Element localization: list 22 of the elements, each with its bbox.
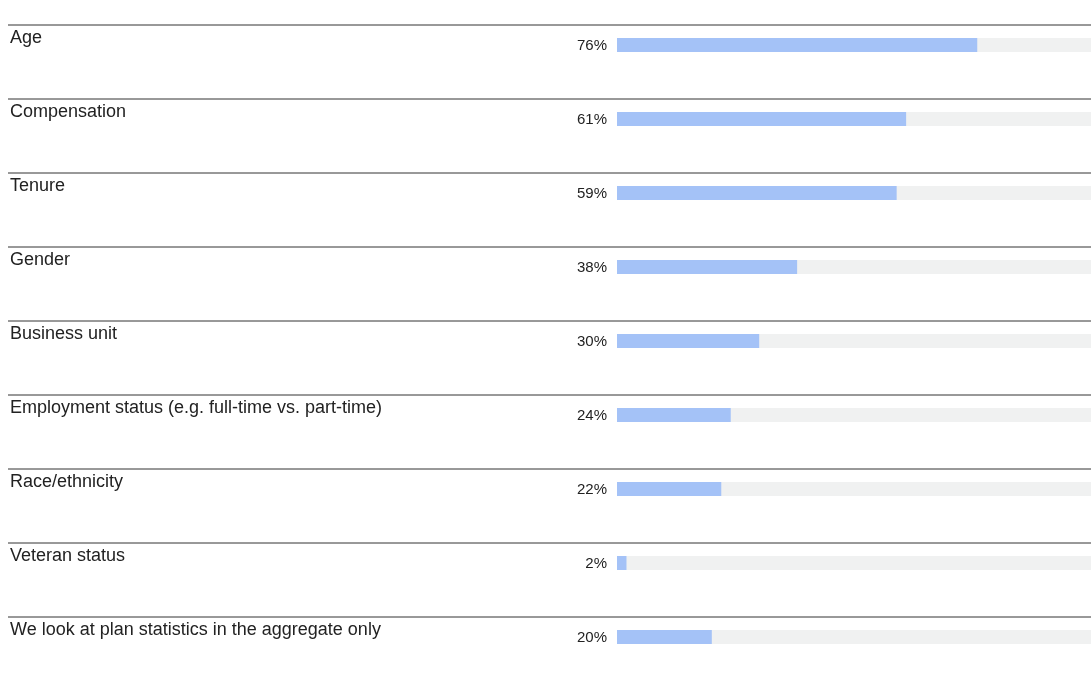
data-label: 2% [585,554,607,571]
bar [617,630,712,644]
y-tick-label: Tenure [10,175,66,195]
bar [617,556,627,570]
y-tick-label: Gender [10,249,71,269]
y-tick-label: Business unit [10,323,118,343]
y-tick-label: Age [10,27,43,47]
data-label: 38% [576,258,607,275]
y-tick-label: Compensation [10,101,127,121]
data-label: 76% [576,36,607,53]
y-tick-label: We look at plan statistics in the aggregate only [10,619,381,639]
y-tick-label: Employment status (e.g. full-time vs. part-time) [10,397,383,417]
bar [617,482,722,496]
bar [617,408,731,422]
y-tick-label: Veteran status [10,545,126,565]
data-label: 24% [576,406,607,423]
y-tick-label: Race/ethnicity [10,471,124,491]
data-label: 61% [576,110,607,127]
data-label: 59% [576,184,607,201]
data-label: 20% [576,628,607,645]
data-label: 22% [576,480,607,497]
data-label: 30% [576,332,607,349]
